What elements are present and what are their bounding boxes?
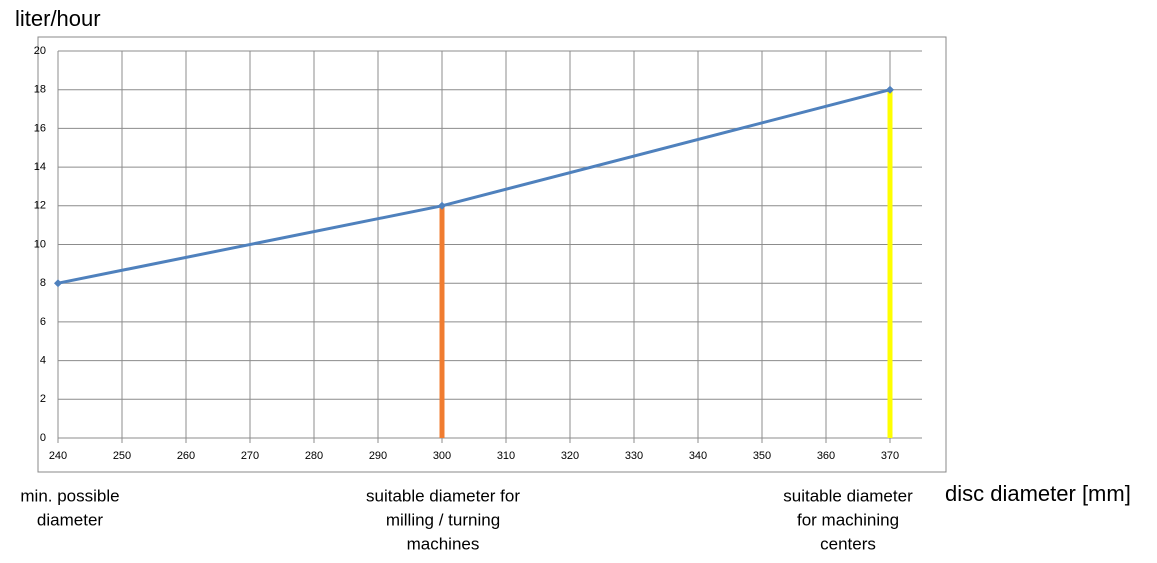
annotation: for machining [797,510,899,529]
annotation: centers [820,534,876,553]
x-tick-label: 330 [625,450,643,462]
x-tick-label: 270 [241,450,259,462]
y-tick-label: 20 [34,45,46,57]
data-point [886,85,894,94]
y-tick-label: 12 [34,200,46,212]
x-tick-label: 300 [433,450,451,462]
chart-frame [37,36,947,473]
x-tick-label: 310 [497,450,515,462]
annotation: diameter [37,510,103,529]
x-tick-label: 370 [881,450,899,462]
y-tick-label: 8 [40,277,46,289]
x-tick-label: 260 [177,450,195,462]
annotation: milling / turning [386,510,500,529]
annotation: min. possible [20,486,119,505]
x-tick-label: 350 [753,450,771,462]
data-point [438,201,446,210]
x-axis-label: disc diameter [mm] [945,481,1131,506]
annotation: suitable diameter [783,486,913,505]
x-tick-label: 290 [369,450,387,462]
data-point [54,279,62,288]
y-tick-label: 18 [34,84,46,96]
y-tick-label: 6 [40,316,46,328]
y-tick-label: 2 [40,393,46,405]
y-tick-label: 0 [40,432,46,444]
x-tick-label: 250 [113,450,131,462]
x-tick-label: 280 [305,450,323,462]
y-tick-label: 10 [34,238,46,250]
y-tick-label: 14 [34,161,46,173]
y-axis-label: liter/hour [15,6,101,31]
y-tick-label: 16 [34,122,46,134]
annotation: suitable diameter for [366,486,520,505]
x-tick-label: 320 [561,450,579,462]
x-tick-label: 340 [689,450,707,462]
annotation: machines [407,534,480,553]
x-tick-label: 360 [817,450,835,462]
x-tick-label: 240 [49,450,67,462]
y-tick-label: 4 [40,355,46,367]
